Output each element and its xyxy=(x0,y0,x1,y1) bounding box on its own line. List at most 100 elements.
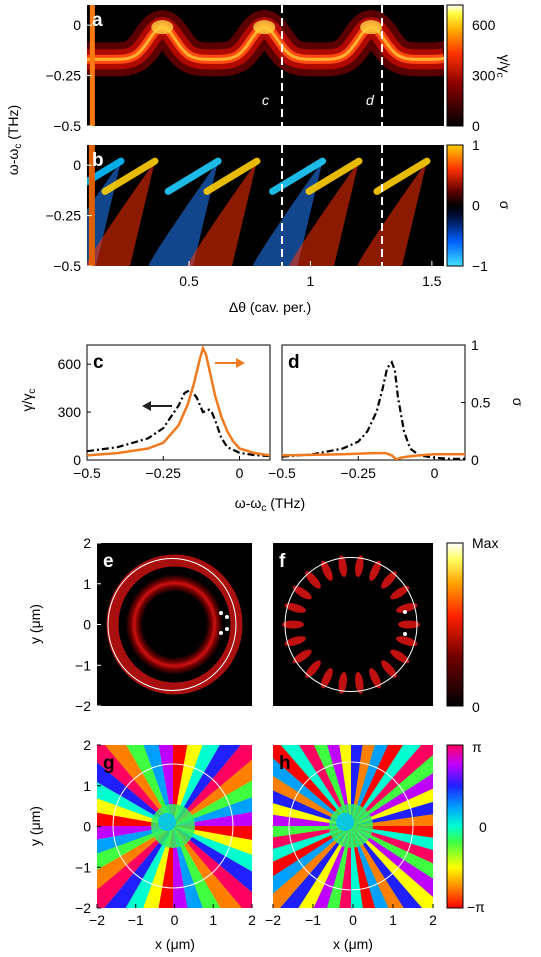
x-tick-label: 0 xyxy=(171,912,179,928)
ring-lobe xyxy=(305,660,321,678)
y-axis-label-g: y (μm) xyxy=(27,806,43,846)
phase-sector xyxy=(314,745,351,826)
phase-sector xyxy=(97,826,173,890)
x-tick-label: 0.5 xyxy=(179,273,199,289)
panel-d: d σ xyxy=(281,344,526,461)
y-tick-label: −1 xyxy=(75,657,91,673)
panel-f: f Max 0 xyxy=(273,535,498,715)
lobe-streak xyxy=(305,157,363,195)
ring-lobe xyxy=(292,585,312,600)
panel-d-frame xyxy=(281,344,466,461)
panel-letter-h: h xyxy=(279,753,291,774)
ring-lobe xyxy=(282,620,304,629)
x-tick-label: −2 xyxy=(265,912,281,928)
x-tick-label: 1 xyxy=(307,273,315,289)
ring-lobe xyxy=(369,668,381,689)
colorbar-a-label: γ/γc xyxy=(494,55,513,78)
y-tick-label: 0.5 xyxy=(471,395,491,411)
phase-sector xyxy=(97,745,173,826)
panel-g-phase-map xyxy=(97,745,252,908)
y-tick-label: 1 xyxy=(471,337,479,353)
x-tick-label: 1 xyxy=(209,912,217,928)
panel-f-boundary xyxy=(284,557,418,692)
phase-sector xyxy=(173,826,203,908)
colorbar-ef-zero: 0 xyxy=(472,699,480,715)
y-tick-label: 0 xyxy=(471,452,479,468)
colorbar-tick-label: 300 xyxy=(472,68,496,84)
y-axis-label-ab: ω-ωc (THz) xyxy=(5,105,24,175)
band-hotspot xyxy=(360,20,383,35)
phase-sector xyxy=(173,826,252,893)
ticks-ab: 0 −0.25 −0.5 0 −0.25 −0.5 0.5 1 1.5 0 300 600 −1 0 1 xyxy=(46,17,496,289)
panel-g: g xyxy=(97,745,252,908)
y-tick-label: 0 xyxy=(83,617,91,633)
panel-g-boundary xyxy=(112,763,234,889)
x-tick-label: 2 xyxy=(248,912,256,928)
y-tick-label: −2 xyxy=(75,900,91,916)
x-tick-label: 2 xyxy=(429,912,437,928)
y-tick-label: 1 xyxy=(83,778,91,794)
y-axis-label-d: σ xyxy=(510,398,526,407)
y-tick-label: 300 xyxy=(58,404,82,420)
phase-sector xyxy=(273,814,351,826)
lobe-streak xyxy=(87,157,125,186)
ring-lobe xyxy=(355,555,364,578)
ring-lobe xyxy=(292,649,312,664)
phase-sector xyxy=(351,826,423,908)
lobe-streak xyxy=(373,157,431,195)
lobe-streak xyxy=(269,157,327,195)
panel-e-dot xyxy=(225,615,229,619)
panel-f-dot xyxy=(403,610,407,614)
phase-sector xyxy=(273,826,351,894)
panel-letter-g: g xyxy=(103,753,115,774)
panel-b: b xyxy=(87,144,464,267)
lobe-body xyxy=(187,161,257,266)
panel-c-series xyxy=(87,345,270,458)
panel-letter-e: e xyxy=(103,551,114,572)
lobe-body xyxy=(87,161,155,266)
panel-a-resonance-band xyxy=(87,5,444,126)
colorbar-tick-label: 0 xyxy=(472,198,480,214)
panel-h-boundary xyxy=(288,761,414,891)
phase-sector xyxy=(280,745,351,826)
phase-sector xyxy=(273,826,351,877)
colorbar-b-label: σ xyxy=(497,201,513,210)
arrow-orange-head xyxy=(236,358,245,368)
phase-sector xyxy=(173,826,221,908)
panel-a: c d a xyxy=(87,4,464,127)
arrow-black-head xyxy=(142,401,151,411)
phase-sector xyxy=(273,745,351,826)
x-tick-label: −2 xyxy=(89,912,105,928)
lobe-streak xyxy=(164,157,222,195)
phase-sector xyxy=(313,826,351,908)
y-tick-label: −0.25 xyxy=(46,68,82,84)
ring-lobe xyxy=(390,649,410,664)
x-axis-label-g: x (μm) xyxy=(155,936,195,952)
ring-lobe xyxy=(381,571,397,589)
y-tick-label: 1 xyxy=(83,576,91,592)
panel-letter-f: f xyxy=(279,551,286,572)
series-line-orange xyxy=(282,451,465,460)
phase-sector xyxy=(351,826,433,908)
phase-sector xyxy=(273,826,351,908)
panel-f-lobes xyxy=(282,555,420,694)
phase-sector xyxy=(173,780,252,826)
panel-e-boundary xyxy=(107,558,237,691)
x-tick-label: −1 xyxy=(128,912,144,928)
colorbar-gh-pi: π xyxy=(472,739,482,755)
panel-letter-d: d xyxy=(288,352,300,373)
panel-e: e xyxy=(97,543,252,706)
colorbar-tick-label: −1 xyxy=(472,258,488,274)
colorbar-gh xyxy=(446,744,464,909)
panel-e-dot xyxy=(219,631,223,635)
phase-sector xyxy=(97,798,173,826)
panel-h: h π 0 −π xyxy=(273,739,487,915)
lobe-edge xyxy=(88,145,95,266)
marker-label-c: c xyxy=(262,92,269,108)
phase-sector xyxy=(173,826,242,908)
y-tick-label: −1 xyxy=(75,859,91,875)
x-tick-label: −0.25 xyxy=(341,465,377,481)
ring-lobe xyxy=(381,660,397,678)
y-tick-label: 2 xyxy=(83,737,91,753)
